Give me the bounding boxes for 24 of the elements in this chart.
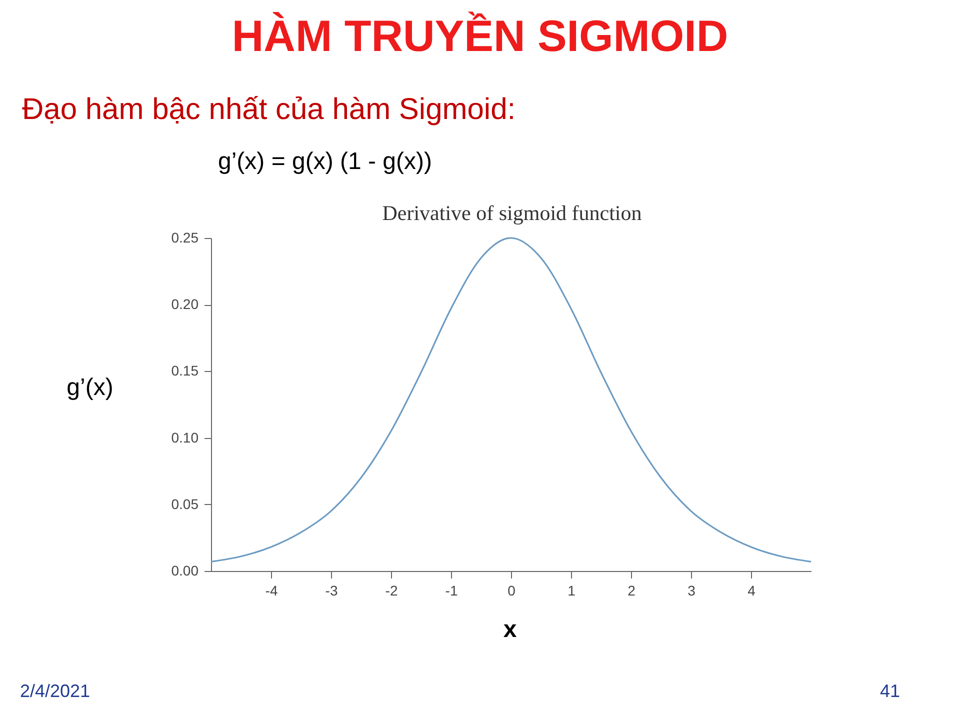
x-tick-label: -3 (325, 582, 338, 598)
x-tick-label: -2 (385, 582, 398, 598)
x-tick-label: -1 (445, 582, 458, 598)
x-tick-label: 2 (628, 582, 636, 598)
x-tick-label: 3 (688, 582, 696, 598)
text: 41 (880, 681, 900, 701)
x-tick-label: 4 (748, 582, 756, 598)
line-series (210, 237, 812, 562)
chart-subtitle: Đạo hàm bậc nhất của hàm Sigmoid: (22, 93, 516, 126)
y-tick-label: 0.25 (171, 230, 199, 246)
y-tick-label: 0.15 (171, 362, 199, 379)
chart-title: HÀM TRUYỀN SIGMOID (232, 11, 728, 61)
y-tick-label: 0.00 (171, 562, 199, 578)
x-tick-label: -4 (265, 582, 278, 598)
y-tick-label: 0.10 (171, 429, 199, 446)
x-axis-title: x (503, 616, 518, 643)
text: 2/4/2021 (20, 681, 90, 701)
text: Derivative of sigmoid function (382, 201, 642, 225)
y-axis-title: g’(x) (66, 374, 114, 401)
x-tick-label: 1 (568, 582, 576, 598)
text: g’(x) = g(x) (1 - g(x)) (218, 148, 432, 175)
y-tick-label: 0.05 (171, 496, 199, 512)
x-tick-label: 0 (508, 582, 516, 598)
y-tick-label: 0.20 (171, 296, 199, 312)
